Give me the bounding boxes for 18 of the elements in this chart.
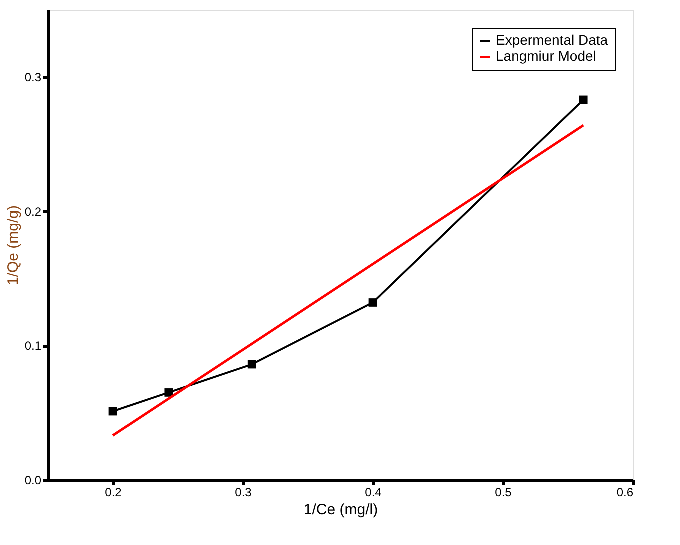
point bbox=[368, 298, 378, 307]
point bbox=[164, 388, 174, 397]
y-axis-title: 1/Qe (mg/g) bbox=[4, 205, 22, 286]
x-axis-title: 1/Ce (mg/l) bbox=[304, 502, 378, 518]
x-tick-label: 0.2 bbox=[105, 486, 122, 500]
y-tick-label: 0.3 bbox=[24, 70, 42, 85]
y-tick-label: 0.2 bbox=[24, 204, 42, 219]
x-tick-label: 0.4 bbox=[365, 486, 382, 500]
legend-label: Expermental Data bbox=[496, 32, 608, 48]
point bbox=[248, 360, 256, 369]
point bbox=[108, 407, 118, 416]
x-tick-label: 0.3 bbox=[235, 486, 252, 500]
point bbox=[579, 96, 588, 104]
x-tick-label: 0.5 bbox=[495, 486, 512, 500]
legend-label: Langmiur Model bbox=[496, 48, 596, 64]
x-tick-label: 0.6 bbox=[616, 486, 634, 500]
y-tick-label: 0.1 bbox=[24, 339, 42, 354]
y-tick-label: 0.0 bbox=[24, 474, 42, 488]
